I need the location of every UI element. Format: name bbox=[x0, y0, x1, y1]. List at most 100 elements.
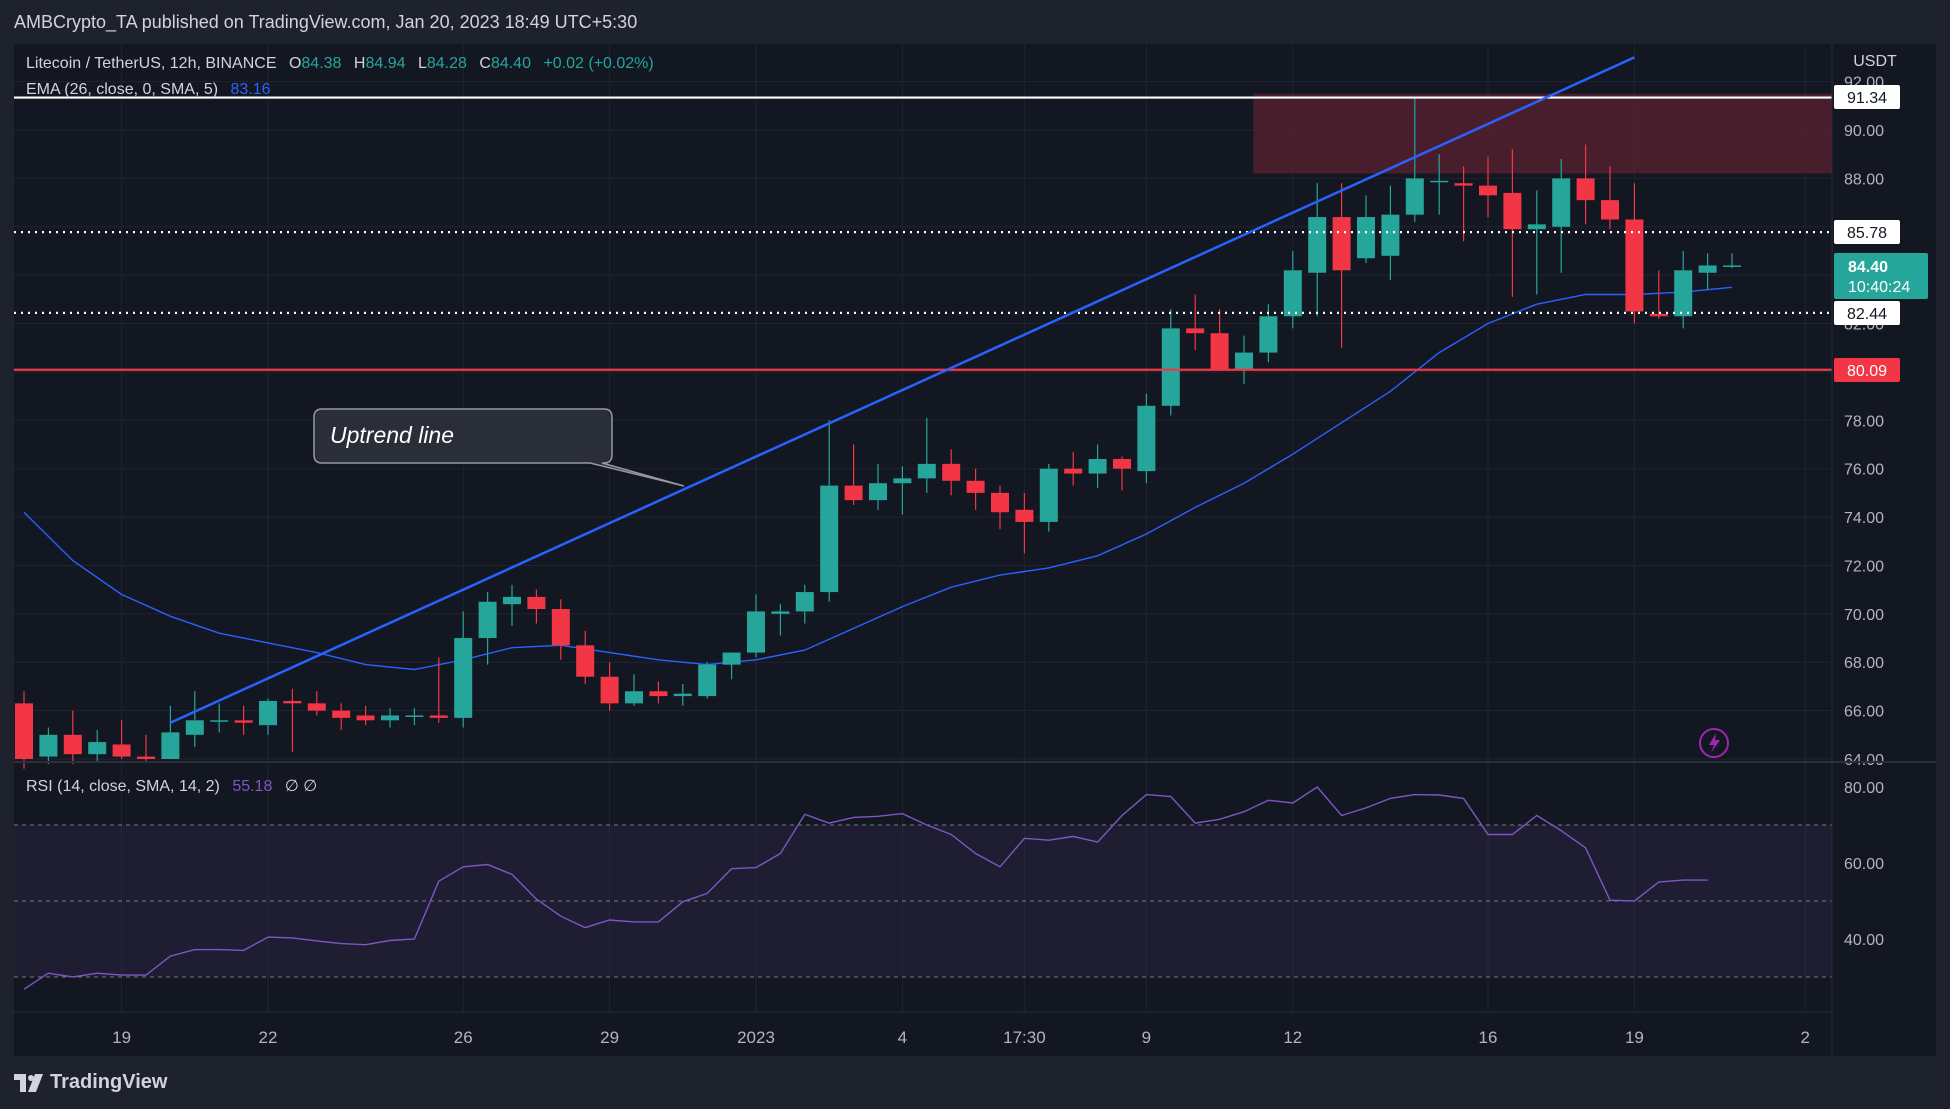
candle[interactable] bbox=[917, 417, 936, 493]
candle[interactable] bbox=[1430, 154, 1449, 215]
candle[interactable] bbox=[234, 705, 253, 735]
candle[interactable] bbox=[1210, 309, 1229, 370]
candle[interactable] bbox=[869, 463, 887, 510]
candle[interactable] bbox=[1625, 183, 1644, 324]
candle[interactable] bbox=[991, 485, 1009, 530]
resistance-zone[interactable] bbox=[1253, 93, 1832, 174]
candle[interactable] bbox=[478, 592, 497, 665]
candle-body bbox=[1357, 217, 1375, 259]
candle[interactable] bbox=[112, 720, 131, 759]
candle-body bbox=[1235, 352, 1253, 370]
candle-body bbox=[185, 720, 204, 735]
candle[interactable] bbox=[1357, 195, 1375, 264]
candle-body bbox=[1381, 214, 1400, 256]
candle[interactable] bbox=[356, 705, 375, 726]
candle[interactable] bbox=[429, 657, 448, 723]
lightning-icon[interactable] bbox=[1699, 728, 1729, 758]
candle[interactable] bbox=[673, 684, 692, 706]
candle[interactable] bbox=[966, 468, 985, 510]
candle[interactable] bbox=[332, 703, 351, 730]
candle[interactable] bbox=[1454, 166, 1473, 242]
candle[interactable] bbox=[576, 630, 595, 685]
badge-91-34: 91.34 bbox=[1834, 85, 1900, 109]
uptrend-line[interactable] bbox=[169, 56, 1635, 724]
candle-body bbox=[454, 638, 473, 718]
candle[interactable] bbox=[820, 420, 839, 602]
time-tick-label: 29 bbox=[600, 1028, 619, 1047]
candle[interactable] bbox=[527, 589, 546, 624]
candle[interactable] bbox=[600, 662, 619, 711]
candle-body bbox=[137, 756, 155, 759]
candle[interactable] bbox=[259, 698, 277, 735]
candle[interactable] bbox=[698, 662, 717, 699]
candle[interactable] bbox=[161, 705, 180, 759]
candle[interactable] bbox=[893, 466, 912, 515]
candle-body bbox=[63, 734, 82, 755]
price-tick-label: 88.00 bbox=[1844, 171, 1884, 188]
candle[interactable] bbox=[1503, 149, 1522, 297]
candle[interactable] bbox=[1723, 253, 1741, 268]
candle[interactable] bbox=[1015, 492, 1034, 554]
candle[interactable] bbox=[503, 584, 521, 626]
candle[interactable] bbox=[1381, 185, 1400, 280]
candle[interactable] bbox=[942, 449, 961, 496]
legend-l-value: 84.28 bbox=[427, 55, 467, 72]
candle[interactable] bbox=[1552, 159, 1571, 273]
candle[interactable] bbox=[551, 599, 570, 660]
candle[interactable] bbox=[1308, 183, 1327, 317]
legend-c-label: C bbox=[479, 55, 491, 72]
candle[interactable] bbox=[1186, 294, 1205, 351]
badge-last-price: 84.40 10:40:24 bbox=[1834, 253, 1928, 299]
candle[interactable] bbox=[1405, 98, 1424, 222]
candle[interactable] bbox=[381, 708, 399, 728]
badge-82-44-label: 82.44 bbox=[1847, 306, 1887, 323]
candle[interactable] bbox=[1137, 393, 1156, 484]
candle[interactable] bbox=[88, 729, 107, 762]
candle[interactable] bbox=[1088, 444, 1107, 489]
candle[interactable] bbox=[1601, 166, 1619, 230]
candle[interactable] bbox=[1649, 270, 1668, 319]
candle[interactable] bbox=[844, 444, 863, 505]
candle[interactable] bbox=[63, 710, 82, 764]
candle[interactable] bbox=[210, 703, 229, 733]
candle[interactable] bbox=[1283, 250, 1302, 329]
candle[interactable] bbox=[795, 584, 814, 624]
uptrend-callout[interactable]: Uptrend line bbox=[313, 408, 685, 487]
rsi-line[interactable] bbox=[23, 786, 1708, 990]
candle[interactable] bbox=[1039, 463, 1058, 532]
zone-layer bbox=[1253, 93, 1832, 174]
candle[interactable] bbox=[1235, 335, 1253, 385]
level-layer bbox=[14, 96, 1832, 371]
candle[interactable] bbox=[1332, 183, 1351, 348]
ema-layer bbox=[23, 286, 1733, 671]
candle[interactable] bbox=[1576, 144, 1595, 225]
candle[interactable] bbox=[1064, 451, 1083, 486]
candle[interactable] bbox=[1161, 309, 1180, 416]
candle[interactable] bbox=[137, 734, 155, 762]
candle[interactable] bbox=[405, 708, 424, 726]
candle[interactable] bbox=[722, 652, 741, 680]
candle[interactable] bbox=[747, 594, 765, 658]
candle[interactable] bbox=[454, 611, 473, 728]
candle[interactable] bbox=[771, 604, 790, 636]
candle[interactable] bbox=[283, 688, 302, 752]
candle-body bbox=[332, 710, 351, 718]
candle-body bbox=[1405, 178, 1424, 215]
candle[interactable] bbox=[1527, 190, 1546, 295]
candle[interactable] bbox=[1113, 456, 1131, 491]
candle[interactable] bbox=[1674, 250, 1693, 329]
candle[interactable] bbox=[185, 691, 204, 747]
candle[interactable] bbox=[39, 727, 58, 764]
candle[interactable] bbox=[1698, 253, 1717, 290]
candle[interactable] bbox=[307, 691, 326, 716]
tradingview-logo[interactable]: TradingView bbox=[14, 1071, 167, 1094]
candle[interactable] bbox=[15, 691, 33, 769]
badge-82-44: 82.44 bbox=[1834, 301, 1900, 325]
candle[interactable] bbox=[649, 681, 668, 704]
ema-line[interactable] bbox=[23, 286, 1733, 671]
tradingview-logo-icon bbox=[14, 1073, 43, 1092]
candle[interactable] bbox=[625, 674, 643, 706]
legend-rsi-label: RSI (14, close, SMA, 14, 2) bbox=[26, 778, 220, 795]
candle[interactable] bbox=[1479, 156, 1497, 218]
